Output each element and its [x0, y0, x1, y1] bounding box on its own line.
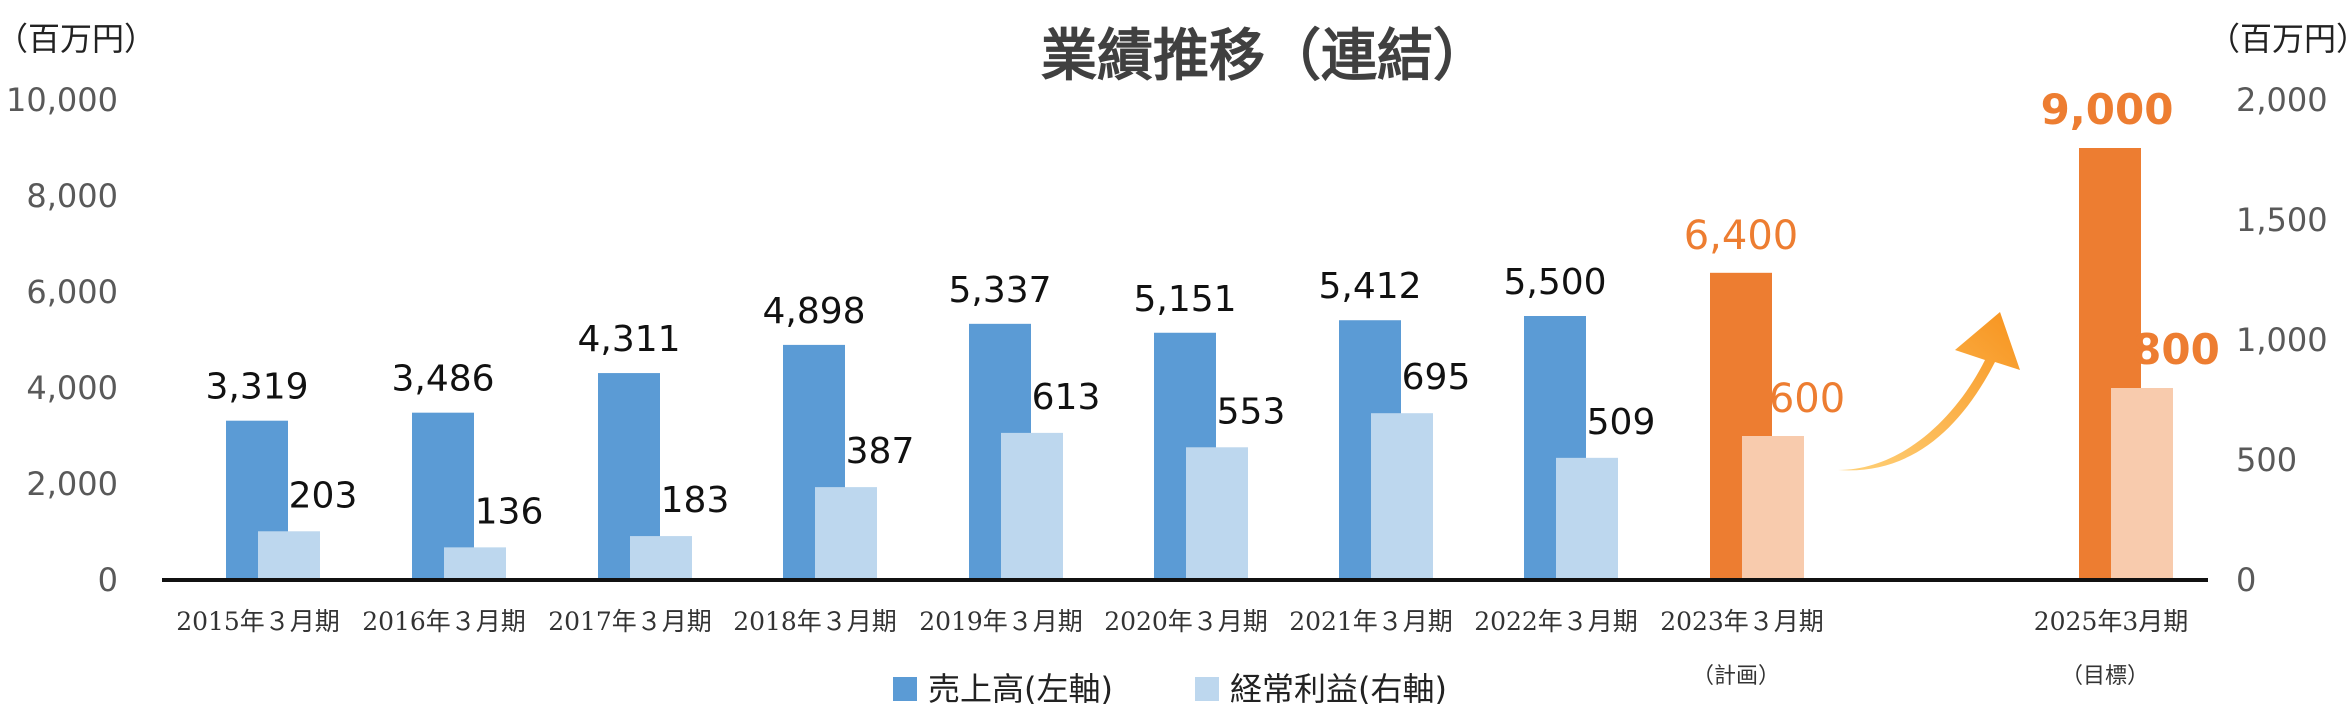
profit-value-label: 695: [1402, 357, 1471, 398]
sales-value-label: 5,500: [1503, 262, 1606, 303]
legend-label-profit: 経常利益(右軸): [1230, 670, 1447, 708]
left-axis-ticks: 0 2,000 4,000 6,000 8,000 10,000: [6, 81, 118, 599]
bar-profit: [1001, 432, 1063, 580]
chart-title: 業績推移（連結）: [1041, 24, 1489, 89]
bar-profit: [444, 547, 506, 580]
sales-value-label: 4,311: [577, 319, 680, 360]
bar-profit: [1186, 447, 1248, 580]
category-label: 2020年３月期: [1104, 607, 1268, 636]
sales-value-label: 4,898: [762, 291, 865, 332]
bar-profit: [630, 536, 692, 580]
sales-value-label: 9,000: [2041, 85, 2174, 134]
category-sublabel: （計画）: [1692, 664, 1780, 689]
category-label: 2021年３月期: [1289, 607, 1453, 636]
category-label: 2023年３月期: [1660, 607, 1824, 636]
profit-value-label: 800: [2132, 325, 2220, 374]
profit-value-label: 387: [846, 431, 915, 472]
left-tick-label: 4,000: [26, 369, 118, 407]
growth-arrow-icon: [1838, 312, 2020, 471]
category-label: 2019年３月期: [919, 607, 1083, 636]
profit-value-label: 509: [1587, 402, 1656, 443]
profit-value-label: 600: [1769, 376, 1845, 422]
bar-profit: [815, 487, 877, 580]
right-tick-label: 500: [2236, 441, 2297, 479]
category-label: 2022年３月期: [1474, 607, 1638, 636]
left-tick-label: 2,000: [26, 465, 118, 503]
category-label: 2025年3月期: [2034, 607, 2189, 636]
left-tick-label: 0: [98, 561, 118, 599]
legend-swatch-profit: [1195, 677, 1219, 701]
left-tick-label: 10,000: [6, 81, 118, 119]
sales-value-label: 5,151: [1133, 279, 1236, 320]
sales-value-label: 6,400: [1684, 213, 1799, 259]
bar-profit: [2111, 388, 2173, 580]
profit-value-label: 553: [1217, 391, 1286, 432]
sales-value-label: 3,486: [391, 359, 494, 400]
category-label: 2015年３月期: [176, 607, 340, 636]
bar-profit: [1742, 436, 1804, 580]
bar-profit: [1556, 457, 1618, 580]
profit-value-label: 136: [475, 491, 544, 532]
category-label: 2017年３月期: [548, 607, 712, 636]
category-sublabel: （目標）: [2061, 664, 2149, 689]
bar-profit: [1371, 413, 1433, 580]
category-labels: 2015年３月期 2016年３月期 2017年３月期 2018年３月期 2019年３月期…: [176, 607, 2188, 689]
left-tick-label: 8,000: [26, 177, 118, 215]
left-axis-unit: （百万円）: [0, 20, 156, 58]
legend: 売上高(左軸) 経常利益(右軸): [893, 670, 1447, 708]
right-axis-unit: （百万円）: [2208, 20, 2347, 58]
legend-swatch-sales: [893, 677, 917, 701]
profit-value-label: 183: [661, 480, 730, 521]
bar-profit: [258, 531, 320, 580]
profit-value-label: 613: [1032, 377, 1101, 418]
right-tick-label: 1,000: [2236, 321, 2328, 359]
profit-value-label: 203: [289, 475, 358, 516]
right-tick-label: 1,500: [2236, 201, 2328, 239]
bar-series: [226, 148, 2173, 580]
sales-value-label: 5,412: [1318, 266, 1421, 307]
sales-value-label: 3,319: [205, 367, 308, 408]
sales-value-label: 5,337: [948, 270, 1051, 311]
category-label: 2016年３月期: [362, 607, 526, 636]
right-tick-label: 0: [2236, 561, 2256, 599]
left-tick-label: 6,000: [26, 273, 118, 311]
category-label: 2018年３月期: [733, 607, 897, 636]
data-labels: 3,319 203 3,486 136 4,311 183 4,898 387 5,337 613…: [205, 85, 2219, 532]
legend-label-sales: 売上高(左軸): [928, 670, 1113, 708]
right-tick-label: 2,000: [2236, 81, 2328, 119]
right-axis-ticks: 0 500 1,000 1,500 2,000: [2236, 81, 2328, 599]
